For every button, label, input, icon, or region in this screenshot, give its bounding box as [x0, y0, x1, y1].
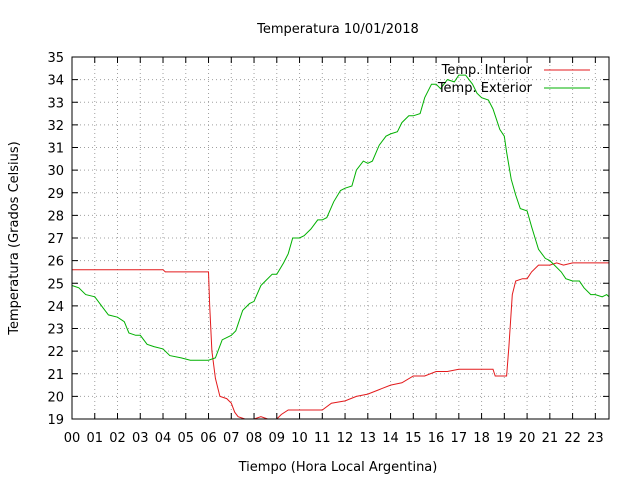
y-tick-label: 25: [47, 277, 64, 292]
x-tick-label: 01: [86, 431, 103, 446]
x-tick-label: 15: [405, 431, 422, 446]
x-tick-label: 09: [269, 431, 286, 446]
y-tick-label: 19: [47, 413, 64, 428]
x-tick-label: 19: [496, 431, 513, 446]
x-tick-label: 11: [314, 431, 331, 446]
axis-ticks: 19 20 21 22 23 24 25 26 27 28 29 30 31 32 33 34 35 00 01 02…: [47, 51, 609, 446]
x-tick-label: 00: [64, 431, 81, 446]
legend: Temp. Interior Temp. Exterior: [437, 63, 590, 96]
y-tick-label: 32: [47, 119, 64, 134]
x-tick-label: 17: [451, 431, 468, 446]
x-tick-label: 12: [337, 431, 354, 446]
x-tick-label: 06: [200, 431, 217, 446]
x-tick-label: 18: [473, 431, 490, 446]
y-tick-label: 21: [47, 368, 64, 383]
y-tick-label: 29: [47, 187, 64, 202]
y-tick-label: 24: [47, 300, 64, 315]
x-tick-label: 03: [132, 431, 149, 446]
chart-title: Temperatura 10/01/2018: [256, 22, 419, 37]
series-line-exterior: [71, 74, 610, 361]
series-line-interior: [72, 262, 609, 420]
legend-label: Temp. Interior: [441, 63, 533, 78]
x-tick-label: 08: [246, 431, 263, 446]
x-tick-label: 14: [382, 431, 399, 446]
y-tick-label: 27: [47, 232, 64, 247]
y-tick-label: 22: [47, 345, 64, 360]
y-tick-label: 34: [47, 74, 64, 89]
grid: [72, 57, 609, 419]
y-tick-label: 23: [47, 323, 64, 338]
series-layer: [71, 74, 610, 420]
x-tick-label: 21: [542, 431, 559, 446]
y-tick-label: 35: [47, 51, 64, 66]
y-tick-label: 31: [47, 142, 64, 157]
y-tick-label: 33: [47, 96, 64, 111]
x-tick-label: 02: [109, 431, 126, 446]
x-tick-label: 07: [223, 431, 240, 446]
x-tick-label: 05: [177, 431, 194, 446]
x-tick-label: 22: [564, 431, 581, 446]
y-axis-label: Temperatura (Grados Celsius): [7, 141, 22, 335]
x-axis-label: Tiempo (Hora Local Argentina): [238, 460, 438, 475]
y-tick-label: 20: [47, 390, 64, 405]
y-tick-label: 30: [47, 164, 64, 179]
x-tick-label: 20: [519, 431, 536, 446]
x-tick-label: 23: [587, 431, 604, 446]
x-tick-label: 10: [291, 431, 308, 446]
y-tick-label: 26: [47, 255, 64, 270]
y-tick-label: 28: [47, 209, 64, 224]
x-tick-label: 13: [360, 431, 377, 446]
x-tick-label: 04: [155, 431, 172, 446]
x-tick-label: 16: [428, 431, 445, 446]
legend-label: Temp. Exterior: [437, 81, 533, 96]
